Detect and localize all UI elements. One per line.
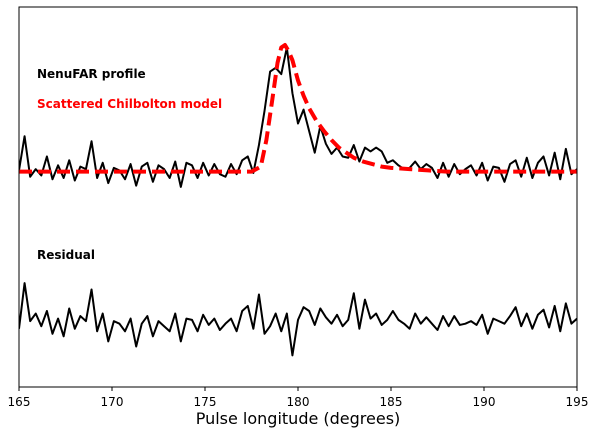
x-tick-label: 195 [566, 395, 589, 409]
residual-line [19, 282, 577, 357]
x-tick-label: 165 [8, 395, 31, 409]
x-tick-label: 185 [380, 395, 403, 409]
annotation-chilbolton-model: Scattered Chilbolton model [37, 97, 222, 111]
annotation-residual: Residual [37, 248, 95, 262]
plot-frame [18, 6, 578, 388]
chilbolton-model-line [19, 43, 577, 174]
x-axis-label: Pulse longitude (degrees) [196, 409, 401, 428]
nenufar-profile-line [19, 46, 577, 188]
x-tick-label: 180 [287, 395, 310, 409]
series-layer [19, 43, 577, 357]
x-tick-label: 170 [101, 395, 124, 409]
x-tick-label: 175 [194, 395, 217, 409]
x-tick-label: 190 [473, 395, 496, 409]
annotation-nenufar-profile: NenuFAR profile [37, 67, 146, 81]
x-axis-ticks: 165 170 175 180 185 190 195 [8, 387, 589, 409]
